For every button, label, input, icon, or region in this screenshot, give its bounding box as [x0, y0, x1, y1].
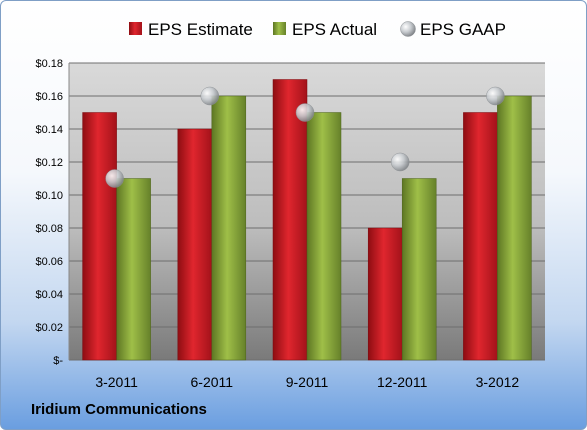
- bar-eps-actual: [306, 112, 342, 361]
- bar-eps-actual: [211, 95, 247, 361]
- bar-eps-estimate: [272, 79, 308, 361]
- marker-eps-gaap: [390, 152, 410, 172]
- legend-item: EPS GAAP: [400, 20, 506, 39]
- legend-item: EPS Actual: [273, 20, 377, 39]
- y-tick-label: $0.08: [35, 223, 63, 235]
- bar-eps-estimate: [463, 112, 498, 361]
- marker-eps-gaap: [295, 103, 315, 122]
- bar-eps-estimate: [367, 227, 403, 361]
- legend-label: EPS Actual: [292, 20, 377, 39]
- y-tick-label: $-: [53, 355, 63, 367]
- bar-eps-estimate: [82, 112, 117, 361]
- bar-eps-actual: [497, 95, 532, 361]
- bar-eps-estimate: [177, 128, 213, 361]
- x-tick-label: 3-2012: [476, 374, 520, 390]
- x-tick-label: 3-2011: [95, 374, 138, 390]
- y-tick-label: $0.14: [35, 124, 63, 136]
- y-tick-label: $0.02: [35, 322, 63, 334]
- legend-swatch: [273, 22, 286, 35]
- x-tick-label: 9-2011: [286, 374, 329, 390]
- y-tick-label: $0.10: [35, 190, 63, 202]
- marker-eps-gaap: [486, 86, 505, 106]
- legend-item: EPS Estimate: [129, 20, 253, 39]
- y-tick-label: $0.04: [35, 289, 63, 301]
- company-label: Iridium Communications: [31, 401, 207, 418]
- y-tick-label: $0.12: [35, 157, 63, 169]
- legend-label: EPS Estimate: [148, 20, 253, 39]
- x-tick-label: 12-2011: [377, 374, 428, 390]
- x-tick-label: 6-2011: [191, 374, 234, 390]
- marker-eps-gaap: [200, 86, 220, 106]
- legend-swatch: [400, 21, 416, 37]
- y-tick-label: $0.06: [35, 256, 63, 268]
- bar-eps-actual: [401, 178, 437, 361]
- bar-eps-actual: [116, 178, 151, 361]
- legend-label: EPS GAAP: [420, 20, 506, 39]
- marker-eps-gaap: [105, 169, 124, 188]
- y-tick-label: $0.18: [35, 58, 63, 70]
- y-tick-label: $0.16: [35, 91, 63, 103]
- legend-swatch: [129, 22, 142, 35]
